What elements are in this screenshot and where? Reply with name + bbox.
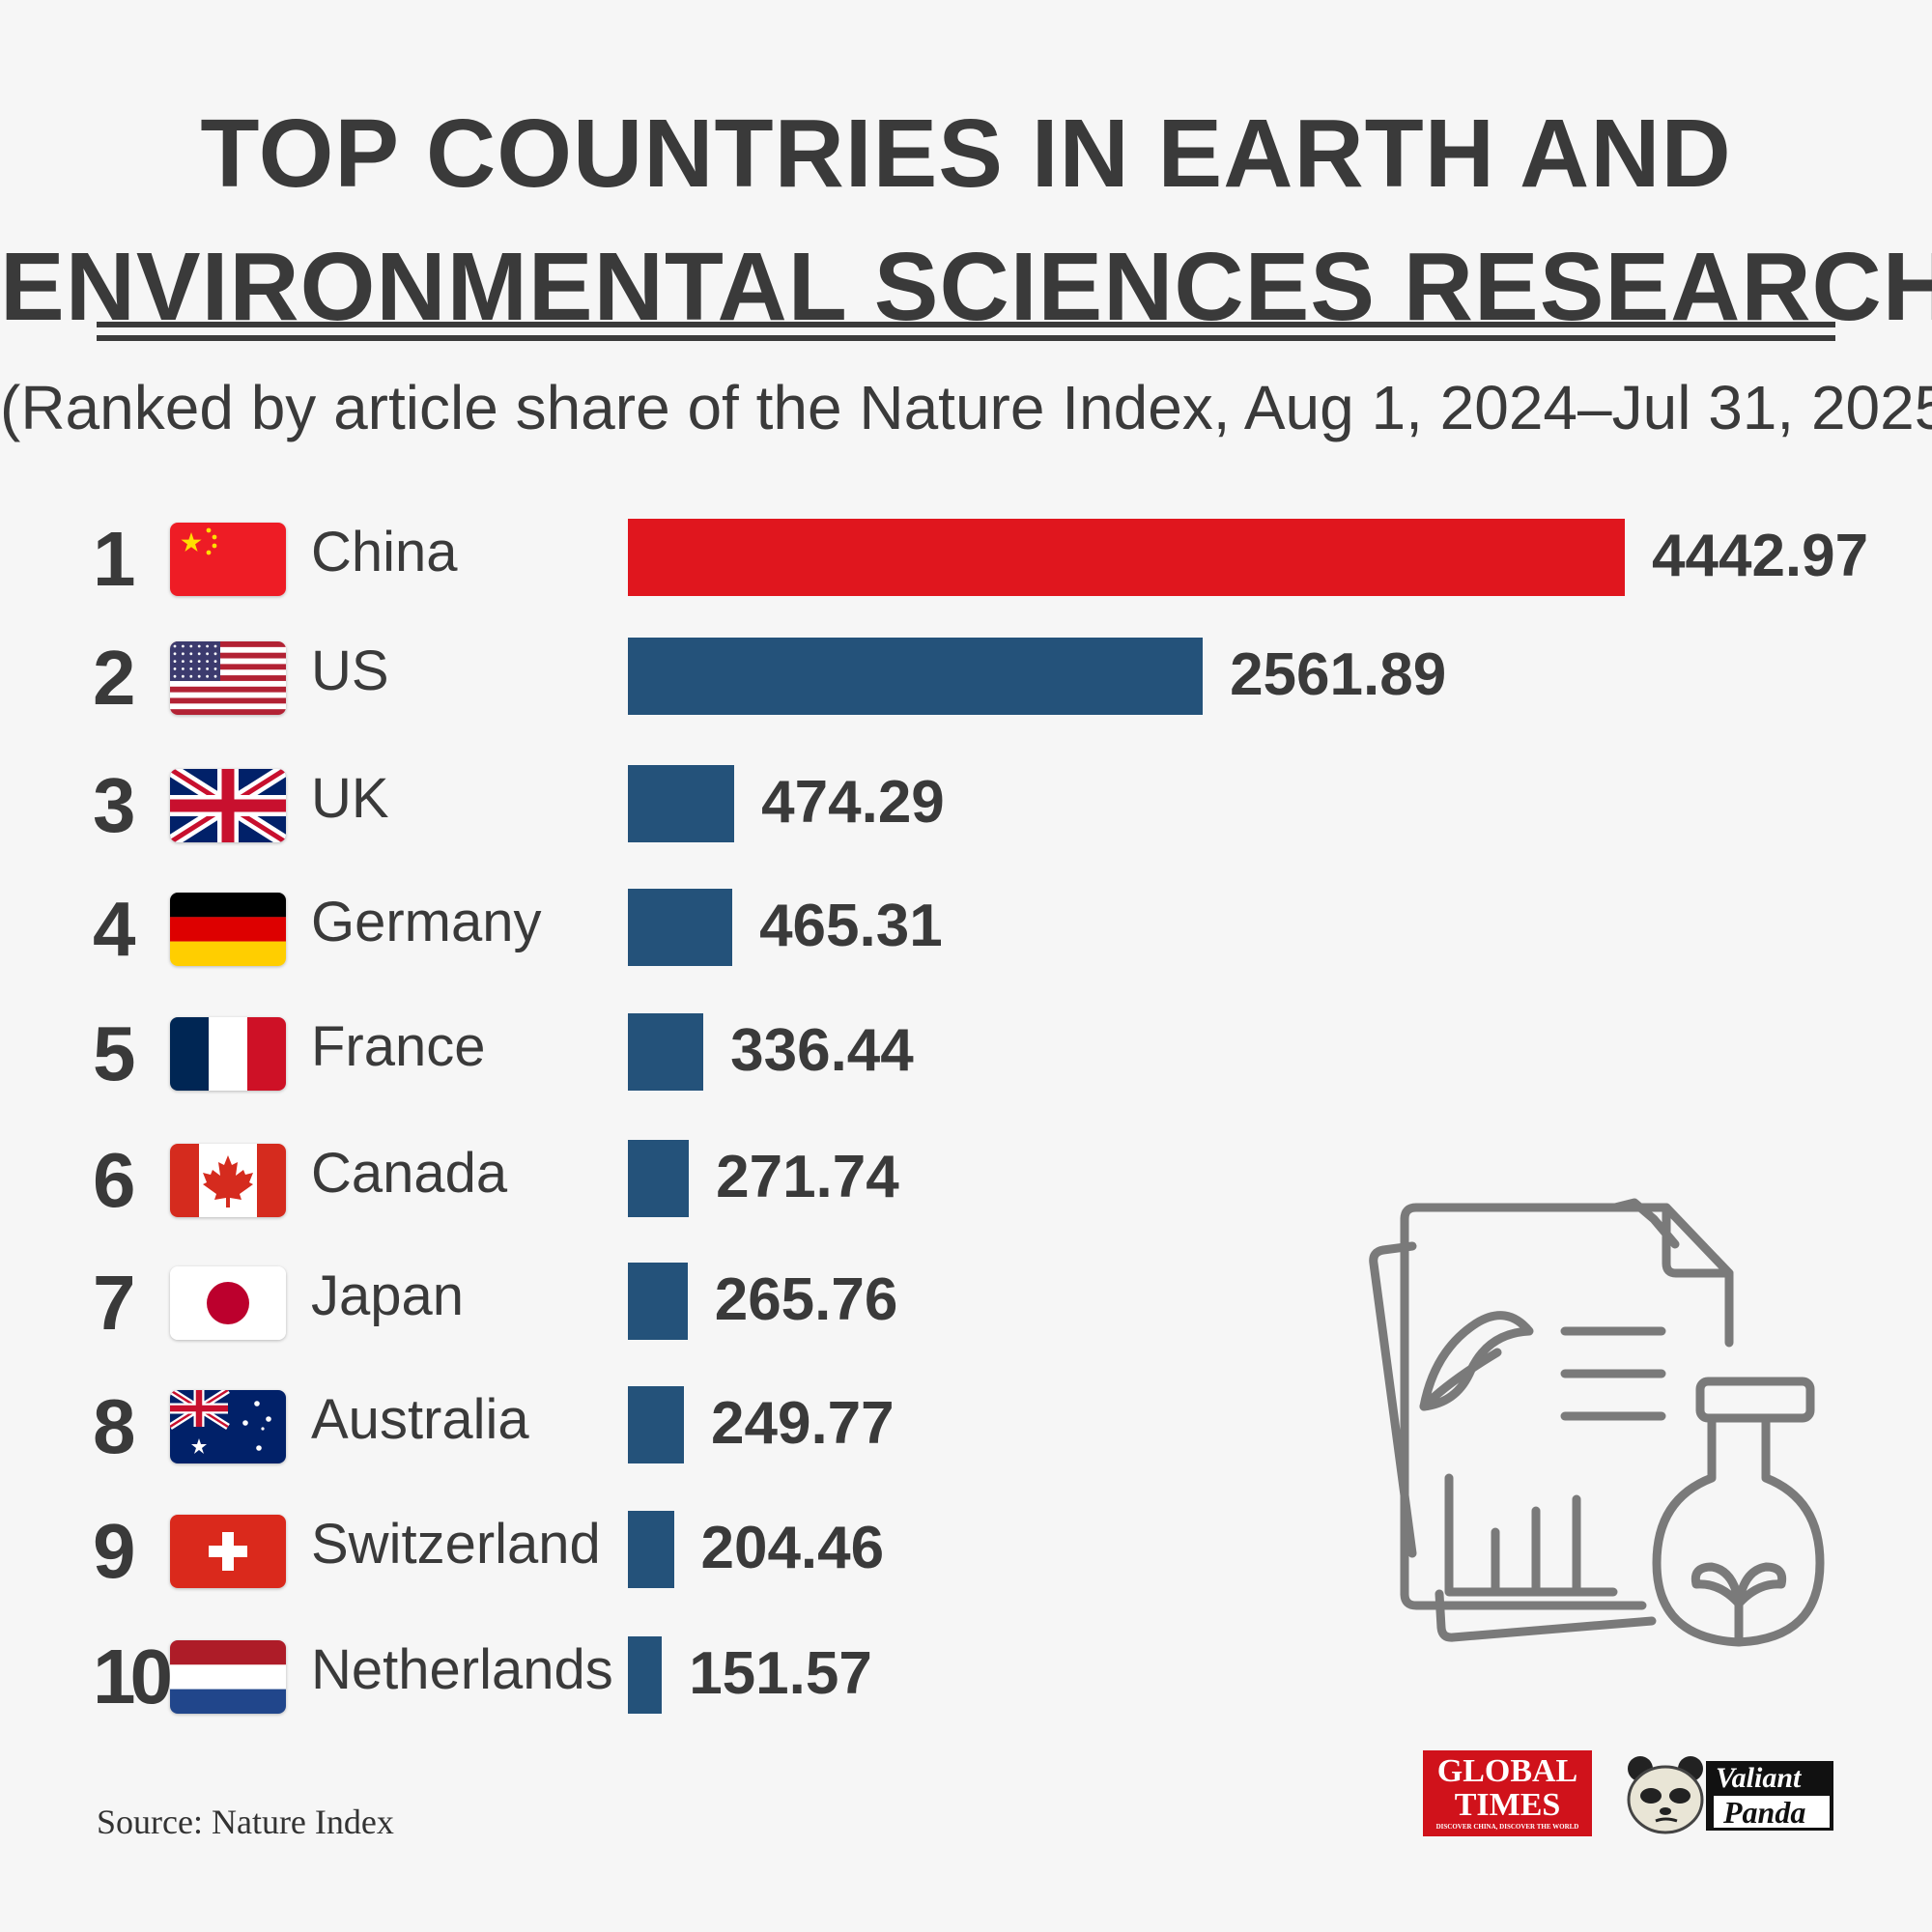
chart-row: 10 Netherlands 151.57: [0, 1634, 1932, 1719]
bar: [628, 1511, 674, 1588]
rank-label: 9: [93, 1508, 136, 1594]
title-line-1: TOP COUNTRIES IN EARTH AND: [200, 99, 1732, 208]
rank-label: 5: [93, 1010, 136, 1096]
flag-ch-icon: [170, 1515, 286, 1588]
bar: [628, 1013, 704, 1091]
rank-label: 7: [93, 1260, 136, 1346]
chart-row: 5 France 336.44: [0, 1010, 1932, 1096]
category-label: France: [311, 1015, 486, 1078]
rank-label: 1: [93, 516, 136, 602]
rank-label: 8: [93, 1383, 136, 1469]
bar: [628, 519, 1625, 596]
bar: [628, 1263, 688, 1340]
chart-row: 6 Canada 271.74: [0, 1137, 1932, 1223]
bar: [628, 1636, 663, 1714]
chart-row: 4 Germany 465.31: [0, 886, 1932, 972]
research-document-flask-icon: [1369, 1198, 1825, 1647]
rank-label: 2: [93, 635, 136, 721]
title-line-2: ENVIRONMENTAL SCIENCES RESEARCH: [0, 233, 1932, 341]
rank-label: 3: [93, 762, 136, 848]
rank-label: 6: [93, 1137, 136, 1223]
rank-label: 4: [93, 886, 136, 972]
category-label: Germany: [311, 891, 542, 953]
flag-us-icon: [170, 641, 286, 715]
flag-ca-icon: [170, 1144, 286, 1217]
value-label: 465.31: [759, 893, 943, 959]
category-label: Switzerland: [311, 1513, 601, 1576]
bar: [628, 889, 733, 966]
flag-cn-icon: [170, 523, 286, 596]
category-label: Canada: [311, 1142, 508, 1205]
category-label: China: [311, 521, 458, 583]
chart-row: 2 US 2561.89: [0, 635, 1932, 721]
chart-row: 3 UK 474.29: [0, 762, 1932, 848]
flag-fr-icon: [170, 1017, 286, 1091]
chart-row: 1 China 4442.97: [0, 516, 1932, 602]
panda-icon: [1627, 1756, 1704, 1834]
value-label: 151.57: [689, 1640, 872, 1707]
flag-de-icon: [170, 893, 286, 966]
value-label: 2561.89: [1230, 641, 1447, 708]
category-label: Australia: [311, 1388, 529, 1451]
value-label: 249.77: [711, 1390, 895, 1457]
bar: [628, 638, 1204, 715]
chart-row: 7 Japan 265.76: [0, 1260, 1932, 1346]
value-label: 336.44: [730, 1017, 914, 1084]
chart-row: 9 Switzerland 204.46: [0, 1508, 1932, 1594]
bar: [628, 1386, 684, 1463]
value-label: 271.74: [716, 1144, 899, 1210]
rank-label: 10: [93, 1634, 173, 1719]
value-label: 474.29: [761, 769, 945, 836]
title-rule-bottom: [97, 335, 1835, 341]
flag-jp-icon: [170, 1266, 286, 1340]
value-label: 265.76: [714, 1266, 898, 1333]
flag-gb-icon: [170, 769, 286, 842]
global-times-logo: GLOBAL TIMES DISCOVER CHINA, DISCOVER TH…: [1423, 1750, 1592, 1836]
value-label: 204.46: [700, 1515, 885, 1581]
value-label: 4442.97: [1652, 523, 1869, 589]
valiant-panda-wordmark: Valiant Panda: [1706, 1761, 1833, 1831]
chart-subtitle: (Ranked by article share of the Nature I…: [0, 373, 1932, 442]
category-label: UK: [311, 767, 389, 830]
category-label: Netherlands: [311, 1638, 613, 1701]
chart-title: TOP COUNTRIES IN EARTH AND ENVIRONMENTAL…: [0, 87, 1932, 354]
valiant-panda-logo: Valiant Panda: [1623, 1753, 1835, 1835]
title-rule-top: [97, 322, 1835, 327]
category-label: Japan: [311, 1264, 465, 1327]
bar: [628, 1140, 690, 1217]
bar: [628, 765, 735, 842]
chart-row: 8 Australia 249.77: [0, 1383, 1932, 1469]
flag-nl-icon: [170, 1640, 286, 1714]
source-note: Source: Nature Index: [97, 1803, 394, 1841]
category-label: US: [311, 639, 389, 702]
flag-au-icon: [170, 1390, 286, 1463]
